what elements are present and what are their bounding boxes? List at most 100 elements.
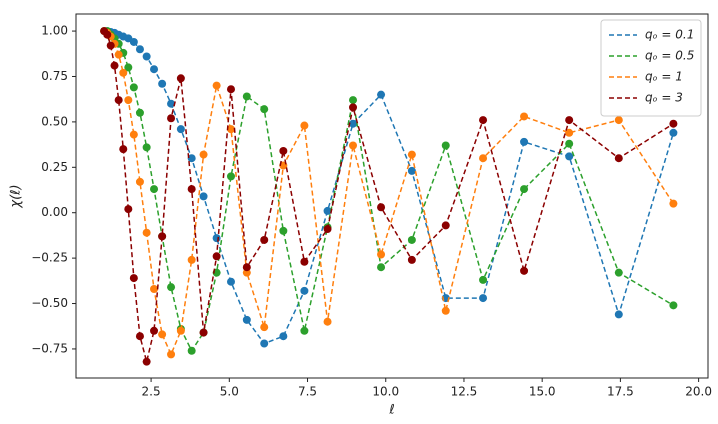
point [300, 257, 309, 266]
point [142, 228, 151, 237]
x-tick-label: 7.5 [298, 385, 317, 399]
point [377, 250, 386, 259]
point [187, 346, 196, 355]
point [323, 317, 332, 326]
point [124, 205, 133, 214]
point [167, 283, 176, 292]
point [158, 79, 167, 88]
point [614, 154, 623, 163]
point [669, 199, 678, 208]
point [110, 61, 119, 70]
point [158, 330, 167, 339]
point [226, 172, 235, 181]
point [212, 81, 221, 90]
point [124, 96, 133, 105]
point [479, 116, 488, 125]
point [226, 277, 235, 286]
point [669, 119, 678, 128]
point [279, 226, 288, 235]
point [614, 116, 623, 125]
point [176, 326, 185, 335]
point [441, 306, 450, 315]
point [129, 274, 138, 283]
point [669, 301, 678, 310]
point [565, 116, 574, 125]
point [212, 252, 221, 261]
x-tick-label: 15.0 [529, 385, 556, 399]
point [300, 326, 309, 335]
point [407, 166, 416, 175]
point [187, 255, 196, 264]
point [176, 74, 185, 83]
x-tick-label: 12.5 [451, 385, 478, 399]
point [129, 37, 138, 46]
y-tick-label: −0.25 [31, 251, 68, 265]
point [407, 255, 416, 264]
point [441, 221, 450, 230]
point [150, 284, 159, 293]
point [479, 275, 488, 284]
point [158, 232, 167, 241]
point [242, 315, 251, 324]
point [106, 41, 115, 50]
point [614, 268, 623, 277]
point [212, 234, 221, 243]
point [142, 143, 151, 152]
point [300, 286, 309, 295]
point [520, 112, 529, 121]
point [226, 125, 235, 134]
point [565, 152, 574, 161]
point [167, 99, 176, 108]
y-axis-label: χ(ℓ) [9, 184, 24, 208]
point [323, 225, 332, 234]
point [377, 263, 386, 272]
point [119, 145, 128, 154]
point [300, 121, 309, 130]
y-tick-label: 0.50 [41, 114, 68, 128]
x-tick-label: 17.5 [607, 385, 634, 399]
legend-label: qₒ = 3 [645, 91, 683, 105]
point [167, 114, 176, 123]
legend-label: qₒ = 0.5 [645, 49, 694, 63]
point [187, 185, 196, 194]
point [377, 203, 386, 212]
series-line [103, 30, 675, 357]
point [479, 294, 488, 303]
point [199, 192, 208, 201]
y-tick-label: 0.25 [41, 160, 68, 174]
point [150, 185, 159, 194]
point [242, 263, 251, 272]
point [199, 328, 208, 337]
y-tick-label: 0.00 [41, 205, 68, 219]
series-line [103, 30, 674, 362]
point [349, 96, 358, 105]
point [135, 177, 144, 186]
point [142, 52, 151, 61]
point [187, 154, 196, 163]
point [150, 326, 159, 335]
point [167, 350, 176, 359]
point [479, 154, 488, 163]
point [349, 119, 358, 128]
point [114, 96, 123, 105]
point [520, 185, 529, 194]
y-tick-label: 0.75 [41, 69, 68, 83]
point [279, 332, 288, 341]
point [614, 310, 623, 319]
plot-frame [75, 13, 709, 379]
y-tick-label: −0.50 [31, 296, 68, 310]
point [407, 150, 416, 159]
point [349, 141, 358, 150]
point [176, 125, 185, 134]
point [669, 128, 678, 137]
point [377, 90, 386, 99]
point [103, 30, 112, 39]
point [119, 68, 128, 77]
x-tick-label: 5.0 [220, 385, 239, 399]
point [349, 103, 358, 112]
point [520, 137, 529, 146]
point [150, 65, 159, 74]
point [242, 92, 251, 101]
point [260, 339, 269, 348]
